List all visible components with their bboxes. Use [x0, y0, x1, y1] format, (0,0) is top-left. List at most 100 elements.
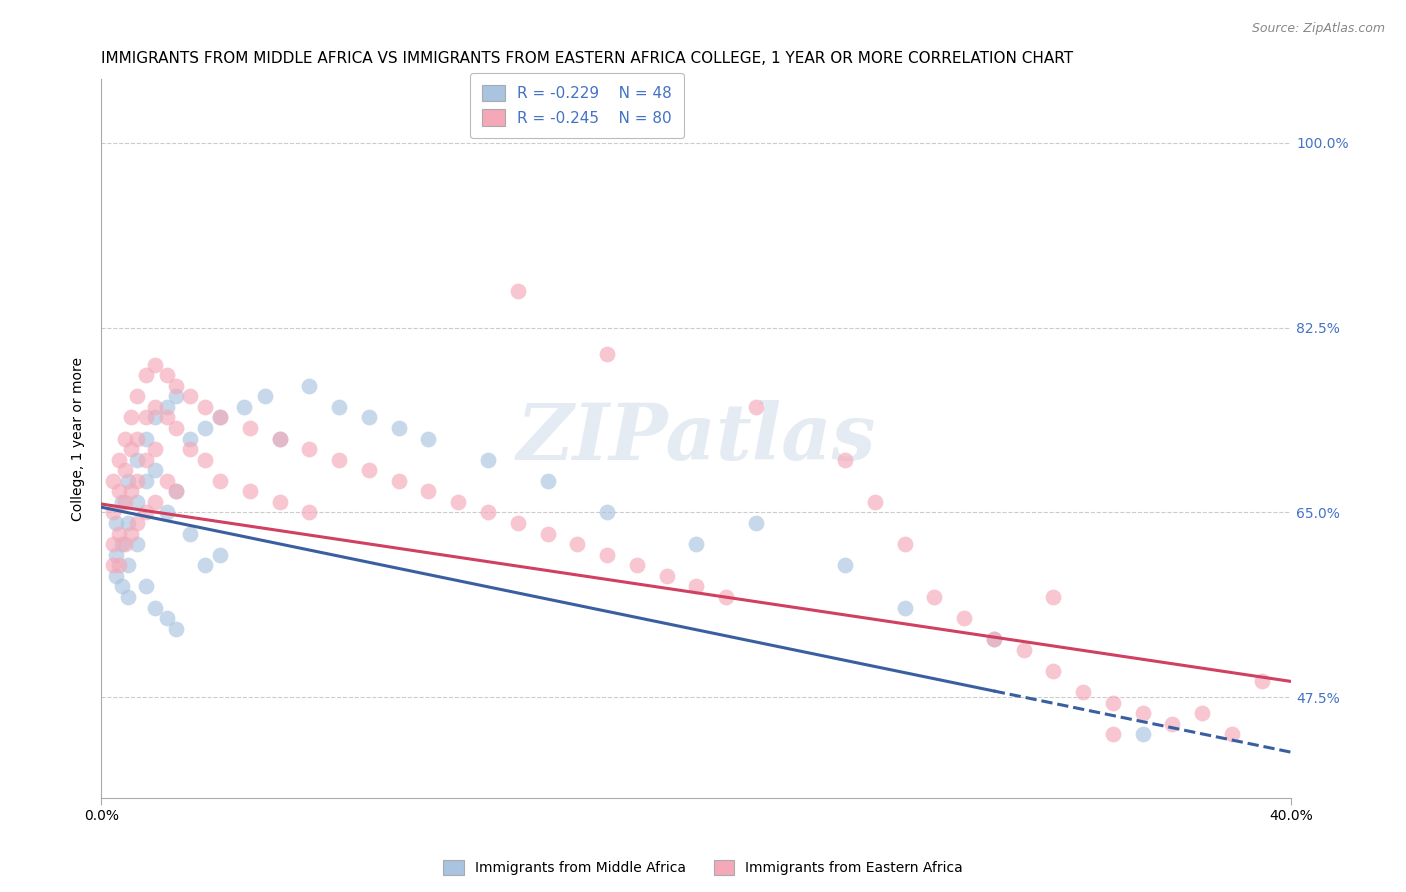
Point — [165, 622, 187, 636]
Point — [156, 611, 179, 625]
Point — [111, 495, 134, 509]
Point — [135, 506, 157, 520]
Point — [328, 452, 350, 467]
Point — [685, 537, 707, 551]
Point — [1132, 727, 1154, 741]
Point — [269, 432, 291, 446]
Text: IMMIGRANTS FROM MIDDLE AFRICA VS IMMIGRANTS FROM EASTERN AFRICA COLLEGE, 1 YEAR : IMMIGRANTS FROM MIDDLE AFRICA VS IMMIGRA… — [101, 51, 1073, 66]
Point — [209, 548, 232, 562]
Point — [156, 410, 179, 425]
Point — [1101, 696, 1123, 710]
Point — [388, 421, 411, 435]
Point — [298, 378, 321, 392]
Point — [101, 506, 124, 520]
Point — [1161, 716, 1184, 731]
Point — [165, 484, 187, 499]
Point — [156, 506, 179, 520]
Point — [117, 558, 139, 573]
Point — [447, 495, 470, 509]
Point — [135, 579, 157, 593]
Point — [233, 400, 256, 414]
Point — [536, 526, 558, 541]
Point — [120, 410, 142, 425]
Point — [125, 474, 148, 488]
Point — [143, 358, 166, 372]
Point — [117, 590, 139, 604]
Point — [165, 389, 187, 403]
Point — [143, 410, 166, 425]
Text: ZIPatlas: ZIPatlas — [516, 401, 876, 476]
Point — [1132, 706, 1154, 721]
Point — [1250, 674, 1272, 689]
Point — [1042, 664, 1064, 678]
Legend: Immigrants from Middle Africa, Immigrants from Eastern Africa: Immigrants from Middle Africa, Immigrant… — [437, 855, 969, 880]
Point — [179, 526, 201, 541]
Point — [239, 421, 262, 435]
Point — [143, 442, 166, 456]
Point — [135, 474, 157, 488]
Point — [194, 558, 217, 573]
Point — [418, 432, 440, 446]
Point — [239, 484, 262, 499]
Point — [135, 410, 157, 425]
Point — [953, 611, 976, 625]
Point — [194, 421, 217, 435]
Point — [114, 495, 136, 509]
Point — [120, 442, 142, 456]
Point — [117, 516, 139, 530]
Point — [269, 432, 291, 446]
Point — [101, 474, 124, 488]
Point — [983, 632, 1005, 647]
Point — [209, 410, 232, 425]
Point — [114, 537, 136, 551]
Point — [143, 600, 166, 615]
Point — [105, 516, 128, 530]
Point — [983, 632, 1005, 647]
Point — [101, 558, 124, 573]
Point — [357, 463, 380, 477]
Point — [1191, 706, 1213, 721]
Point — [111, 537, 134, 551]
Point — [834, 558, 856, 573]
Point — [209, 410, 232, 425]
Point — [108, 558, 131, 573]
Point — [120, 484, 142, 499]
Point — [108, 526, 131, 541]
Point — [1042, 590, 1064, 604]
Point — [298, 442, 321, 456]
Point — [745, 516, 768, 530]
Point — [105, 569, 128, 583]
Point — [596, 548, 619, 562]
Text: Source: ZipAtlas.com: Source: ZipAtlas.com — [1251, 22, 1385, 36]
Point — [108, 484, 131, 499]
Point — [165, 484, 187, 499]
Point — [108, 452, 131, 467]
Point — [477, 452, 499, 467]
Point — [1101, 727, 1123, 741]
Point — [105, 548, 128, 562]
Point — [418, 484, 440, 499]
Point — [685, 579, 707, 593]
Point — [893, 537, 915, 551]
Point — [506, 516, 529, 530]
Point — [114, 432, 136, 446]
Point — [626, 558, 648, 573]
Point — [893, 600, 915, 615]
Point — [111, 579, 134, 593]
Point — [125, 432, 148, 446]
Point — [924, 590, 946, 604]
Point — [1071, 685, 1094, 699]
Point — [143, 463, 166, 477]
Point — [179, 442, 201, 456]
Point — [194, 400, 217, 414]
Point — [269, 495, 291, 509]
Point — [328, 400, 350, 414]
Point — [165, 378, 187, 392]
Point — [194, 452, 217, 467]
Point — [165, 421, 187, 435]
Point — [156, 368, 179, 383]
Point — [179, 432, 201, 446]
Point — [298, 506, 321, 520]
Point — [125, 495, 148, 509]
Point — [125, 516, 148, 530]
